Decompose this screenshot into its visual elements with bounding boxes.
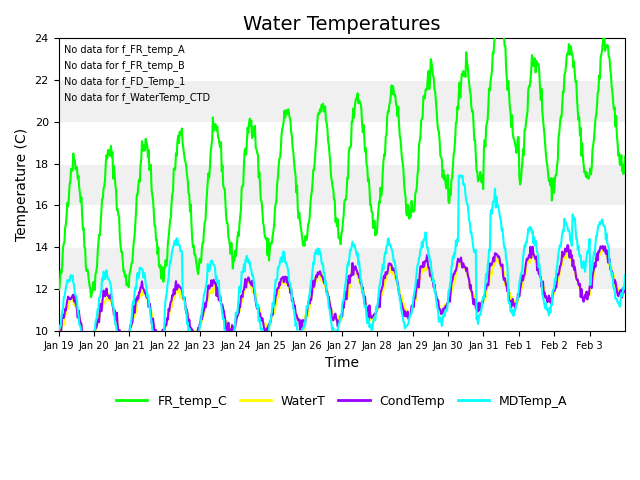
Text: No data for f_WaterTemp_CTD: No data for f_WaterTemp_CTD [64,93,211,103]
Text: No data for f_FR_temp_B: No data for f_FR_temp_B [64,60,185,71]
Bar [58,38,625,80]
Bar [58,289,625,331]
Y-axis label: Temperature (C): Temperature (C) [15,128,29,241]
Text: No data for f_FR_temp_A: No data for f_FR_temp_A [64,44,185,55]
Bar [58,122,625,164]
Legend: FR_temp_C, WaterT, CondTemp, MDTemp_A: FR_temp_C, WaterT, CondTemp, MDTemp_A [111,390,572,413]
Bar [58,205,625,247]
Title: Water Temperatures: Water Temperatures [243,15,440,34]
X-axis label: Time: Time [324,356,359,370]
Text: No data for f_FD_Temp_1: No data for f_FD_Temp_1 [64,76,186,87]
